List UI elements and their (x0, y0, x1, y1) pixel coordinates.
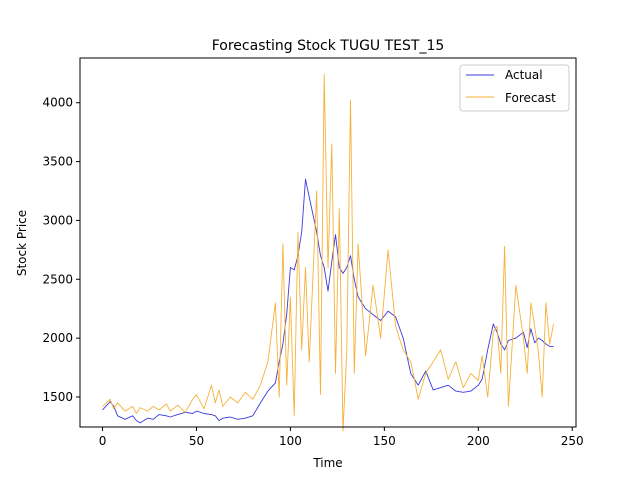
x-tick-label: 0 (99, 434, 107, 448)
y-axis-label: Stock Price (15, 210, 29, 276)
x-tick-label: 200 (467, 434, 490, 448)
series-line-forecast (102, 74, 554, 432)
plot-area-frame (79, 57, 577, 428)
y-tick-label: 2500 (42, 272, 73, 286)
y-tick-label: 2000 (42, 331, 73, 345)
y-tick-label: 1500 (42, 390, 73, 404)
x-tick-label: 100 (279, 434, 302, 448)
legend-box (459, 64, 570, 112)
legend-label-actual: Actual (505, 68, 543, 82)
x-tick-label: 50 (189, 434, 204, 448)
legend: Actual Forecast (459, 64, 570, 112)
y-tick-label: 4000 (42, 96, 73, 110)
chart-title: Forecasting Stock TUGU TEST_15 (212, 38, 445, 54)
series-lines (102, 74, 554, 432)
x-tick-label: 150 (373, 434, 396, 448)
legend-label-forecast: Forecast (505, 91, 556, 105)
x-axis-label: Time (312, 456, 342, 470)
y-axis-ticks: 1500 2000 2500 3000 3500 4000 (42, 96, 80, 404)
x-axis-ticks: 0 50 100 150 200 250 (99, 427, 584, 448)
series-line-actual (102, 178, 554, 424)
x-tick-label: 250 (561, 434, 584, 448)
y-tick-label: 3000 (42, 213, 73, 227)
y-tick-label: 3500 (42, 155, 73, 169)
